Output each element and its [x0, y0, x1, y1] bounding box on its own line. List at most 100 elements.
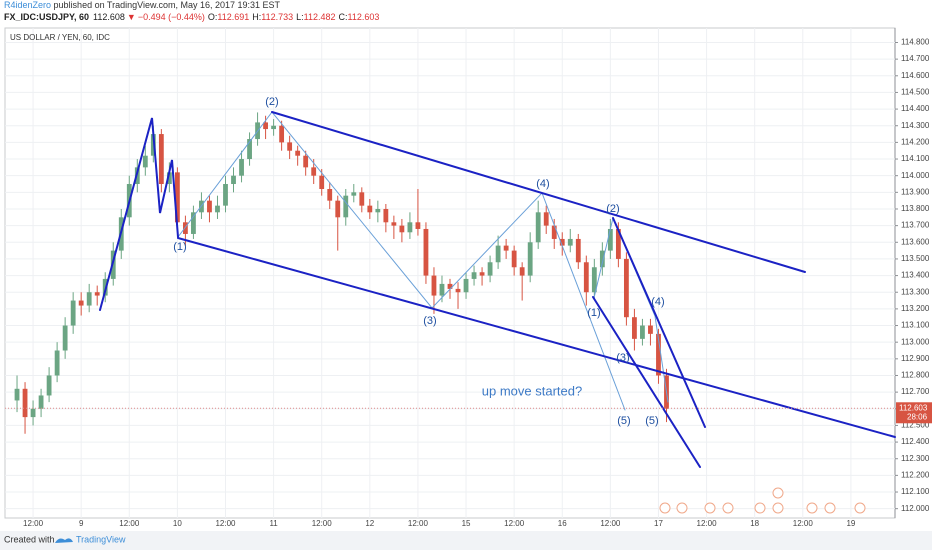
ohlc-value: 112.733	[261, 12, 293, 22]
candle-body	[447, 283, 453, 289]
x-tick-label: 19	[846, 519, 855, 528]
x-tick-label: 12:00	[697, 519, 718, 528]
wave-label: (2)	[606, 203, 619, 215]
candle-body	[327, 189, 333, 201]
ohlc-value: 112.482	[304, 12, 336, 22]
candle-body	[519, 267, 525, 276]
ohlc-label: L:	[296, 12, 304, 22]
candle-body	[503, 245, 509, 251]
event-icon	[704, 502, 716, 514]
candle-body	[311, 167, 317, 176]
candle-body	[174, 172, 180, 223]
event-icon	[772, 502, 784, 514]
candle-body	[455, 288, 461, 293]
candle-body	[247, 139, 252, 160]
header-line: FX_IDC:USDJPY, 60 112.608 ▼ −0.494 (−0.44%)…	[4, 12, 379, 22]
candle-body	[399, 225, 405, 233]
candle-body	[70, 300, 76, 326]
candle-body	[191, 212, 196, 234]
candle-body	[543, 212, 549, 226]
candle-body	[30, 408, 36, 418]
ohlc-value: 112.603	[348, 12, 380, 22]
symbol: FX_IDC:USDJPY, 60	[4, 12, 89, 22]
y-tick-label: 114.400	[901, 104, 930, 113]
x-tick-label: 10	[173, 519, 182, 528]
x-tick-label: 15	[462, 519, 471, 528]
candle-body	[183, 222, 188, 234]
x-tick-label: 18	[750, 519, 759, 528]
candle-body	[439, 283, 445, 296]
x-tick-label: 12:00	[600, 519, 621, 528]
x-tick-label: 12:00	[504, 519, 525, 528]
ohlc-label: O:	[208, 12, 218, 22]
candle-body	[223, 184, 228, 206]
last-price-tag	[896, 402, 932, 424]
header-line: R4idenZero published on TradingView.com,…	[4, 0, 281, 10]
candle-body	[632, 317, 637, 339]
y-tick-label: 113.300	[901, 287, 930, 296]
candle-body	[415, 222, 421, 229]
candle-body	[319, 175, 325, 190]
footer-bar	[0, 531, 932, 550]
countdown: 28:06	[907, 412, 928, 421]
candle-body	[279, 125, 285, 143]
author: R4idenZero	[4, 0, 51, 10]
event-icon	[659, 502, 671, 514]
x-tick-label: 12:00	[119, 519, 140, 528]
y-tick-label: 112.100	[901, 487, 930, 496]
y-tick-label: 114.000	[901, 171, 930, 180]
wave-label: (5)	[645, 415, 658, 427]
candle-body	[271, 125, 277, 130]
y-tick-label: 114.600	[901, 71, 930, 80]
x-tick-label: 9	[79, 519, 84, 528]
candle-body	[94, 292, 100, 296]
x-tick-label: 12:00	[215, 519, 236, 528]
candle-body	[391, 222, 397, 226]
footer-text: Created with	[4, 534, 55, 544]
wave-label: (5)	[617, 415, 630, 427]
candle-body	[575, 238, 581, 263]
candle-body	[648, 325, 653, 334]
candle-body	[607, 228, 613, 251]
x-tick-label: 16	[558, 519, 567, 528]
y-tick-label: 112.700	[901, 387, 930, 396]
footer-brand[interactable]: TradingView	[76, 534, 126, 544]
event-icon	[824, 502, 836, 514]
arrow: ▼	[127, 12, 136, 22]
candle-body	[14, 388, 20, 401]
candle-body	[215, 205, 220, 213]
y-tick-label: 114.700	[901, 54, 930, 63]
candle-body	[78, 300, 84, 306]
candle-body	[46, 375, 52, 396]
candle-body	[479, 272, 485, 276]
drawings	[99, 111, 896, 468]
wave-label: (4)	[536, 178, 549, 190]
candle-body	[335, 200, 341, 218]
y-tick-label: 113.000	[901, 337, 930, 346]
brand-logo	[55, 538, 73, 543]
x-tick-label: 17	[654, 519, 663, 528]
candle-body	[495, 245, 501, 263]
event-icon	[772, 487, 784, 499]
x-tick-label: 11	[269, 519, 278, 528]
x-tick-label: 12:00	[793, 519, 814, 528]
y-tick-label: 113.200	[901, 304, 930, 313]
candle-body	[343, 195, 349, 218]
candle-body	[623, 258, 629, 318]
candle-body	[423, 228, 429, 276]
wave-label: (4)	[651, 296, 664, 308]
candle-body	[431, 275, 437, 296]
event-icon	[806, 502, 818, 514]
ohlc-value: 112.691	[217, 12, 249, 22]
y-tick-label: 112.500	[901, 421, 930, 430]
last: 112.608	[93, 12, 125, 22]
y-tick-label: 113.100	[901, 321, 930, 330]
candle-body	[471, 272, 477, 279]
x-tick-label: 12:00	[312, 519, 333, 528]
event-icon	[722, 502, 734, 514]
y-tick-label: 112.900	[901, 354, 930, 363]
candle-body	[583, 262, 589, 293]
y-tick-label: 112.800	[901, 371, 930, 380]
candle-body	[615, 228, 621, 259]
